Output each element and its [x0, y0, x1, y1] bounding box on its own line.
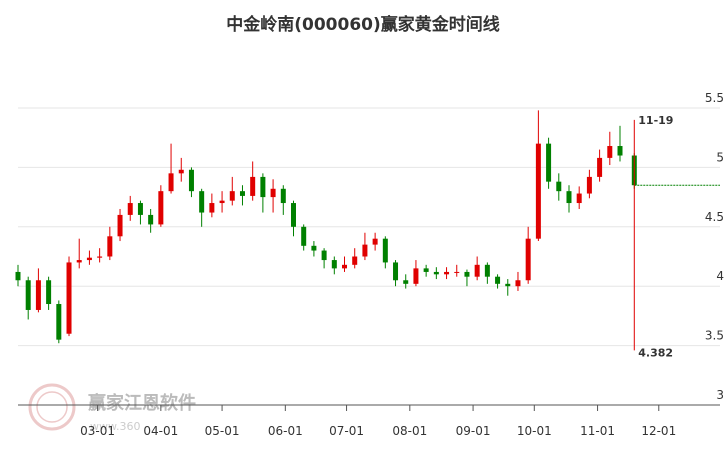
candle-body: [617, 146, 623, 156]
candle-body: [280, 188, 286, 204]
x-tick-label: 12-01: [641, 424, 676, 438]
candle-body: [25, 280, 31, 310]
candle-body: [423, 268, 429, 272]
x-tick-label: 03-01: [80, 424, 115, 438]
candle-body: [576, 193, 582, 204]
x-tick-label: 09-01: [456, 424, 491, 438]
time-line-value: 4.382: [638, 346, 673, 359]
candle-body: [393, 262, 399, 281]
candle-body: [372, 238, 378, 245]
chart-title: 中金岭南(000060)赢家黄金时间线: [226, 14, 500, 35]
candle-body: [107, 236, 113, 257]
candle-body: [505, 283, 511, 287]
x-tick-label: 10-01: [517, 424, 552, 438]
candle-body: [546, 143, 552, 182]
candle-body: [46, 280, 52, 305]
candle-body: [342, 264, 348, 269]
x-tick-label: 07-01: [329, 424, 364, 438]
candle-body: [566, 191, 572, 204]
logo-ring: [28, 383, 76, 431]
candle-body: [35, 280, 41, 310]
watermark-url: www.360: [90, 420, 140, 433]
candle-body: [229, 191, 235, 201]
candle-body: [148, 214, 154, 225]
candle-body: [597, 157, 603, 177]
candle-body: [515, 280, 521, 287]
candle-body: [474, 264, 480, 277]
candle-body: [137, 203, 143, 215]
x-tick-label: 06-01: [268, 424, 303, 438]
candle-body: [178, 169, 184, 174]
watermark: 赢家江恩软件: [88, 392, 196, 414]
candle-body: [311, 245, 317, 251]
x-tick-label: 04-01: [143, 424, 178, 438]
candle-body: [86, 257, 92, 261]
candle-body: [321, 250, 327, 261]
candle-body: [239, 191, 245, 196]
candle-body: [219, 200, 225, 204]
candle-body: [168, 173, 174, 192]
candle-body: [15, 271, 21, 281]
candle-body: [188, 169, 194, 192]
watermark-logo: [28, 383, 76, 431]
x-tick-label: 05-01: [205, 424, 240, 438]
y-tick-label: 3: [716, 388, 724, 402]
y-tick-label: 5: [716, 150, 724, 164]
candle-body: [433, 271, 439, 275]
candle-body: [127, 203, 133, 215]
candle-body: [607, 146, 613, 158]
candle-body: [66, 262, 72, 334]
candle-body: [444, 271, 450, 275]
candle-body: [464, 271, 470, 277]
candle-body: [56, 304, 62, 340]
candle-body: [495, 276, 501, 284]
y-tick-label: 3.5: [705, 329, 724, 343]
candle-body: [76, 260, 82, 263]
candle-body: [301, 226, 307, 246]
x-tick-label: 11-01: [580, 424, 615, 438]
y-tick-label: 4: [716, 269, 724, 283]
candle-body: [403, 280, 409, 284]
candle-body: [97, 256, 103, 258]
candle-body: [158, 191, 164, 225]
candle-body: [525, 238, 531, 281]
x-tick-label: 08-01: [392, 424, 427, 438]
y-tick-label: 5.5: [705, 91, 724, 105]
candle-body: [117, 214, 123, 237]
candle-body: [199, 191, 205, 213]
candle-body: [413, 268, 419, 284]
y-tick-label: 4.5: [705, 210, 724, 224]
candle-body: [331, 260, 337, 269]
candle-body: [352, 256, 358, 265]
candle-body: [250, 176, 256, 196]
candle-body: [535, 143, 541, 239]
logo-inner: [36, 391, 68, 423]
candle-body: [290, 203, 296, 227]
candle-body: [382, 238, 388, 263]
candle-body: [586, 176, 592, 194]
candle-body: [362, 244, 368, 257]
time-line-date: 11-19: [638, 114, 673, 127]
candle-body: [270, 188, 276, 198]
candle-body: [454, 271, 460, 273]
candle-body: [260, 176, 266, 198]
candle-body: [556, 181, 562, 192]
candle-body: [484, 264, 490, 277]
candle-body: [209, 203, 215, 213]
